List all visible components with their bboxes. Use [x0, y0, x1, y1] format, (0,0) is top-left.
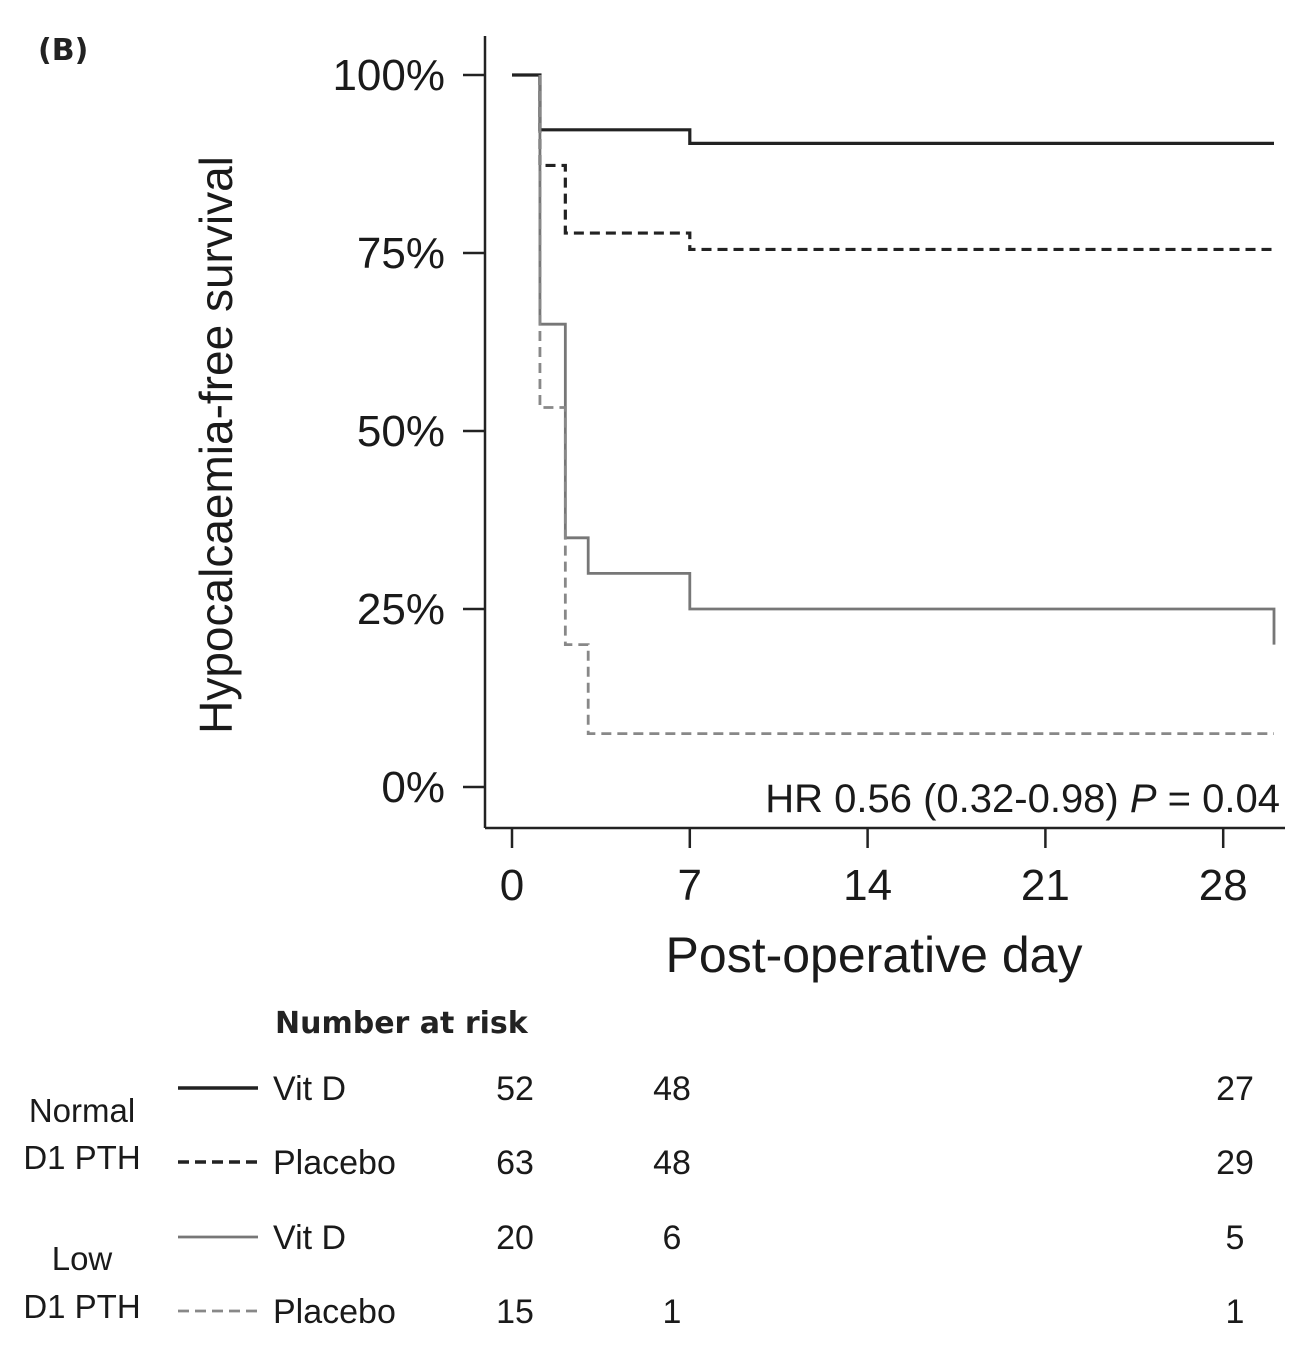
x-tick-label: 0: [500, 861, 524, 910]
hazard-ratio-annotation: HR 0.56 (0.32-0.98) P = 0.04: [765, 777, 1280, 821]
y-axis-title: Hypocalcaemia-free survival: [190, 156, 242, 734]
y-tick-label: 50%: [357, 407, 445, 456]
y-tick-label: 0%: [381, 763, 445, 812]
y-tick-label: 25%: [357, 585, 445, 634]
y-tick-label: 100%: [332, 51, 445, 100]
risk-count: 48: [653, 1070, 691, 1108]
x-tick-label: 28: [1199, 861, 1248, 910]
p-symbol: P: [1130, 777, 1157, 821]
risk-count: 29: [1216, 1144, 1254, 1182]
p-value-text: = 0.04: [1157, 777, 1280, 821]
x-tick-label: 7: [678, 861, 702, 910]
risk-count: 6: [663, 1219, 682, 1257]
axes: 0% 25% 50% 75% 100% 0 7 14 21 28: [332, 36, 1285, 910]
hazard-ratio-text: HR 0.56 (0.32-0.98): [765, 777, 1130, 821]
series-line-low-d1-pth-placebo: [538, 75, 1274, 735]
risk-count: 15: [496, 1293, 534, 1331]
risk-count: 1: [1226, 1293, 1245, 1331]
risk-count: 20: [496, 1219, 534, 1257]
risk-arm-label: Placebo: [273, 1293, 396, 1331]
risk-group-label-line1: Low: [52, 1240, 113, 1277]
series-line-low-d1-pth-vit-d: [538, 75, 1276, 645]
risk-count: 1: [663, 1293, 682, 1331]
panel-label: (B): [38, 33, 88, 68]
risk-group-label-line2: D1 PTH: [23, 1139, 140, 1176]
risk-count: 48: [653, 1144, 691, 1182]
series-line-normal-d1-pth-vit-d: [512, 73, 1274, 145]
risk-table-title: Number at risk: [275, 1006, 529, 1041]
risk-group-label-line2: D1 PTH: [23, 1288, 140, 1325]
x-tick-label: 14: [843, 861, 892, 910]
x-tick-label: 21: [1021, 861, 1070, 910]
series-layer: [512, 73, 1276, 735]
risk-arm-label: Vit D: [273, 1219, 346, 1257]
risk-group-label-line1: Normal: [29, 1092, 135, 1129]
y-axis-title-group: Hypocalcaemia-free survival: [190, 156, 242, 734]
risk-count: 5: [1226, 1219, 1245, 1257]
risk-arm-label: Placebo: [273, 1144, 396, 1182]
number-at-risk-table: Number at risk Normal D1 PTH Vit D 52 48 27 Pl…: [23, 1006, 1254, 1331]
y-tick-label: 75%: [357, 229, 445, 278]
series-line-normal-d1-pth-placebo: [538, 75, 1274, 252]
risk-arm-label: Vit D: [273, 1070, 346, 1108]
risk-count: 63: [496, 1144, 534, 1182]
risk-count: 52: [496, 1070, 534, 1108]
x-axis-title: Post-operative day: [666, 927, 1083, 983]
risk-count: 27: [1216, 1070, 1254, 1108]
